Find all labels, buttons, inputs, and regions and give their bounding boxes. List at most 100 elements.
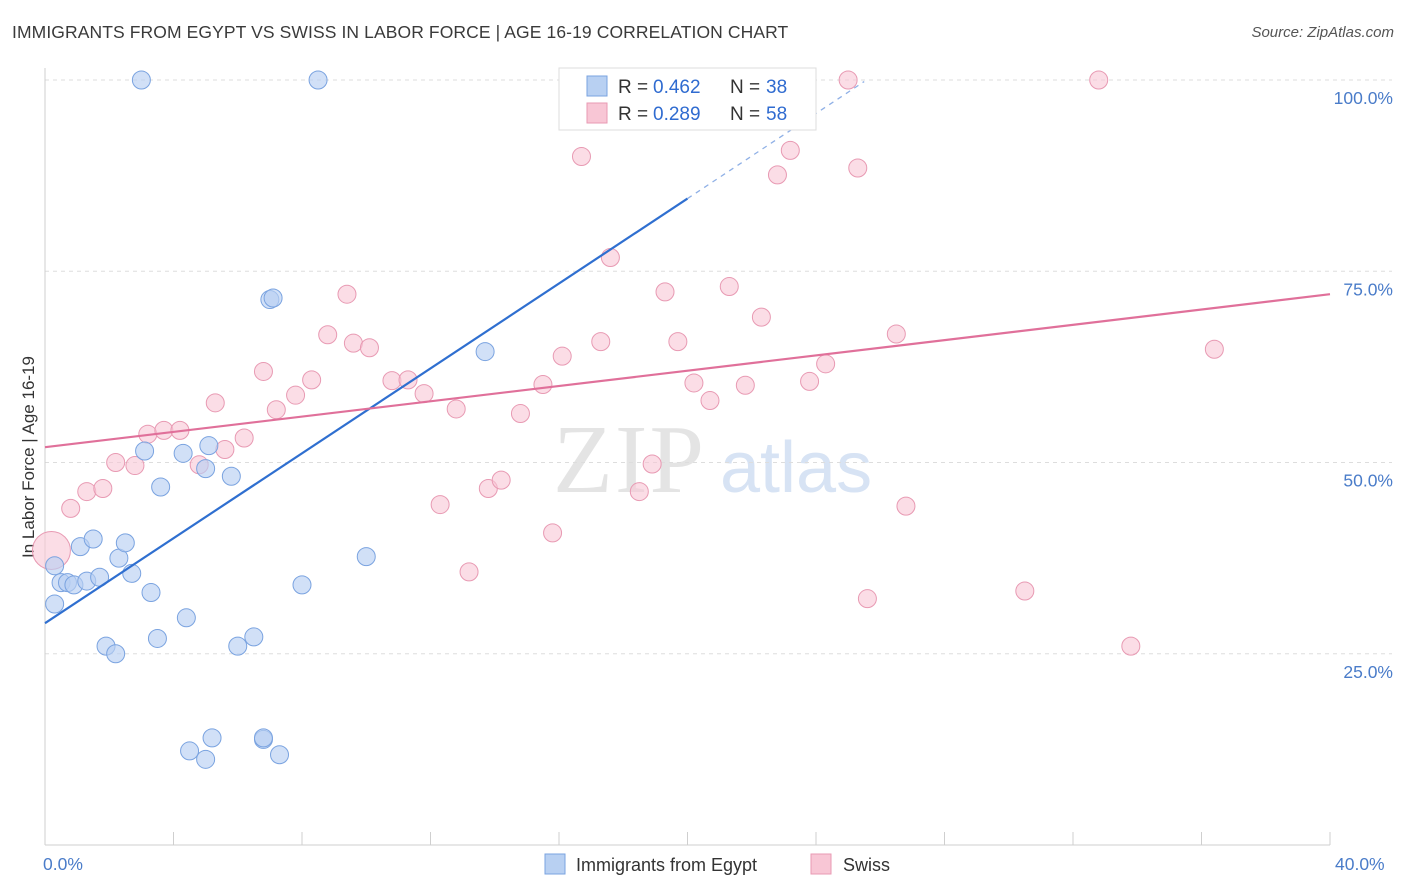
egypt-point — [131, 70, 151, 90]
swiss-point — [800, 371, 820, 391]
swiss-point — [543, 523, 563, 543]
egypt-point — [141, 583, 161, 603]
egypt-point — [196, 459, 216, 479]
legend-n-label-egypt: N = — [730, 77, 765, 98]
swiss-point — [838, 70, 858, 90]
egypt-trend-line — [44, 197, 689, 625]
legend-r-label-swiss: R = — [618, 104, 653, 125]
y-tick-labels: 25.0% 50.0% 75.0% 100.0% — [1334, 88, 1393, 682]
swiss-point — [125, 456, 145, 476]
swiss-point — [446, 399, 466, 419]
swiss-point — [318, 325, 338, 345]
swiss-point — [886, 324, 906, 344]
egypt-point — [45, 594, 65, 614]
swiss-point — [719, 277, 739, 297]
egypt-point — [196, 749, 216, 769]
swiss-point — [93, 479, 113, 499]
egypt-point — [151, 477, 171, 497]
swiss-point — [253, 361, 273, 381]
swiss-points — [31, 70, 1224, 656]
correlation-legend: R = 0.462 N = 38 R = 0.289 N = 58 — [558, 67, 817, 131]
egypt-point — [173, 443, 193, 463]
swiss-point — [205, 393, 225, 413]
swiss-point — [491, 470, 511, 490]
swiss-point — [215, 439, 235, 459]
egypt-point — [176, 608, 196, 628]
swiss-point — [767, 165, 787, 185]
gridlines — [45, 79, 1392, 655]
y-tick-label: 25.0% — [1343, 662, 1393, 682]
trend-lines — [44, 80, 1331, 625]
swiss-point — [1015, 581, 1035, 601]
egypt-point — [263, 288, 283, 308]
egypt-point — [221, 466, 241, 486]
swiss-point — [735, 375, 755, 395]
egypt-point — [135, 441, 155, 461]
y-tick-label: 75.0% — [1343, 279, 1393, 299]
watermark: ZIP atlas — [553, 406, 872, 514]
legend-r-value-egypt: 0.462 — [653, 77, 701, 98]
swiss-point — [591, 332, 611, 352]
bottom-legend-label-swiss[interactable]: Swiss — [843, 855, 890, 875]
swiss-point — [655, 282, 675, 302]
egypt-point — [180, 741, 200, 761]
y-tick-label: 100.0% — [1334, 88, 1393, 108]
x-axis-ticks — [44, 832, 1331, 845]
egypt-point — [106, 644, 126, 664]
swiss-point — [816, 354, 836, 374]
swiss-point — [1204, 339, 1224, 359]
swiss-point — [668, 332, 688, 352]
swiss-point — [629, 482, 649, 502]
swiss-point — [382, 371, 402, 391]
swiss-trend-line — [44, 293, 1331, 449]
bottom-legend-swatch-egypt[interactable] — [544, 853, 566, 875]
egypt-point — [292, 575, 312, 595]
swiss-point — [780, 140, 800, 160]
swiss-point — [857, 589, 877, 609]
swiss-point — [106, 453, 126, 472]
source-attribution: Source: ZipAtlas.com — [1251, 24, 1394, 41]
y-axis-label: In Labor Force | Age 16-19 — [19, 356, 38, 558]
egypt-point — [83, 529, 103, 549]
swiss-point — [533, 374, 553, 394]
swiss-point — [510, 404, 530, 424]
egypt-point — [356, 547, 376, 567]
swiss-point — [751, 307, 771, 327]
egypt-point — [45, 556, 65, 576]
legend-r-value-swiss: 0.289 — [653, 104, 701, 125]
swiss-point — [571, 147, 591, 166]
egypt-point — [244, 627, 264, 647]
y-tick-label: 50.0% — [1343, 471, 1393, 491]
egypt-point — [253, 728, 273, 748]
swiss-point — [286, 385, 306, 405]
legend-r-label-egypt: R = — [618, 77, 653, 98]
swiss-point — [302, 370, 322, 390]
egypt-point — [308, 70, 328, 90]
watermark-zip: ZIP — [553, 406, 706, 514]
chart-title: IMMIGRANTS FROM EGYPT VS SWISS IN LABOR … — [12, 22, 789, 42]
x-tick-label-min: 0.0% — [43, 854, 83, 874]
swiss-point — [1121, 636, 1141, 656]
legend-n-value-egypt: 38 — [766, 77, 787, 98]
swiss-point — [77, 482, 97, 502]
swiss-point — [430, 495, 450, 515]
swiss-point — [552, 346, 572, 366]
swiss-point — [414, 384, 434, 404]
bottom-legend-label-egypt[interactable]: Immigrants from Egypt — [576, 855, 757, 875]
swiss-point — [700, 391, 720, 411]
swiss-point — [1089, 70, 1109, 90]
swiss-point — [234, 428, 254, 448]
egypt-point — [115, 533, 135, 553]
swiss-point — [266, 400, 286, 420]
egypt-point — [199, 436, 219, 456]
swiss-point — [642, 454, 662, 474]
legend-n-value-swiss: 58 — [766, 104, 787, 125]
swiss-point — [459, 562, 479, 582]
bottom-legend-swatch-swiss[interactable] — [810, 853, 832, 875]
egypt-points — [45, 70, 495, 769]
egypt-point — [147, 628, 167, 648]
swiss-point — [896, 496, 916, 516]
legend-swatch-swiss — [586, 102, 608, 124]
swiss-point — [343, 333, 363, 353]
